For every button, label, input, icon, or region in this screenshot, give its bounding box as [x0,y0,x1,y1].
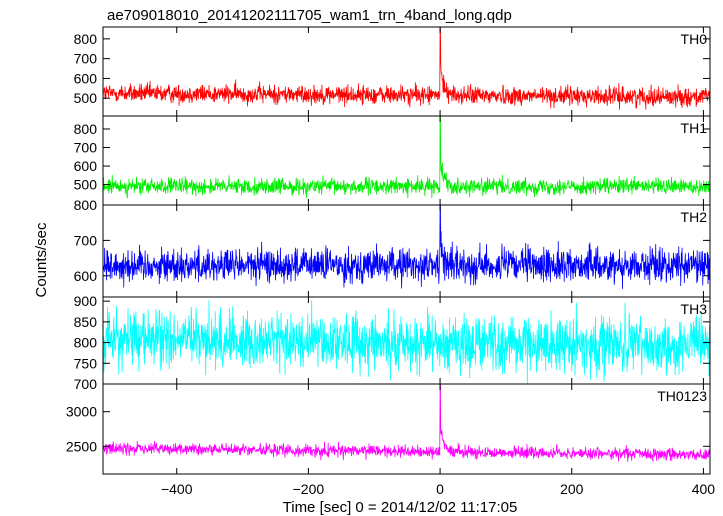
y-tick-label: 900 [74,293,98,309]
y-tick-label: 800 [74,121,98,137]
y-tick-label: 750 [74,355,98,371]
panel-label: TH0123 [657,388,707,404]
y-tick-label: 2500 [66,438,97,454]
y-tick-label: 800 [74,31,98,47]
panel-frame [102,383,711,475]
x-tick-label: 0 [436,481,444,497]
panel-label: TH2 [681,209,708,225]
chart-title: ae709018010_20141202111705_wam1_trn_4ban… [107,7,512,24]
panel-th0123: 2500 3000 TH0123 [66,383,711,475]
y-tick-label: 700 [74,232,98,248]
y-tick-label: 3000 [66,404,97,420]
y-tick-label: 850 [74,314,98,330]
series-line-th2 [103,205,710,289]
panel-th2: 600 700 800 TH2 [74,197,711,298]
series-line-th1 [103,116,710,199]
panel-th3: 700 750 800 850 900 TH3 [74,293,711,392]
panel-label: TH3 [681,301,708,317]
y-tick-label: 700 [74,140,98,156]
x-tick-label: 200 [560,481,584,497]
x-tick-label: −400 [161,481,193,497]
y-tick-label: 800 [74,335,98,351]
panel-th1: 500 600 700 800 TH1 [74,115,711,206]
y-tick-label: 600 [74,158,98,174]
series-line-th3 [103,300,710,384]
y-tick-label: 700 [74,376,98,392]
y-tick-label: 800 [74,197,98,213]
y-axis-label: Counts/sec [33,222,50,298]
series-line-th0123 [103,384,710,462]
panel-frame [102,204,711,298]
y-tick-label: 500 [74,90,98,106]
x-tick-label: 400 [692,481,716,497]
y-tick-label: 600 [74,70,98,86]
series-line-th0 [103,27,710,110]
panel-label: TH1 [681,120,708,136]
y-tick-label: 700 [74,51,98,67]
x-axis-label: Time [sec] 0 = 2014/12/02 11:17:05 [283,499,518,516]
x-tick-label: −200 [293,481,325,497]
panels: 500 600 700 800 TH0 500 600 700 800 TH1 600 700 800 T… [66,26,716,497]
y-tick-label: 500 [74,177,98,193]
y-tick-label: 600 [74,268,98,284]
panel-th0: 500 600 700 800 TH0 [74,26,711,117]
panel-label: TH0 [681,31,708,47]
